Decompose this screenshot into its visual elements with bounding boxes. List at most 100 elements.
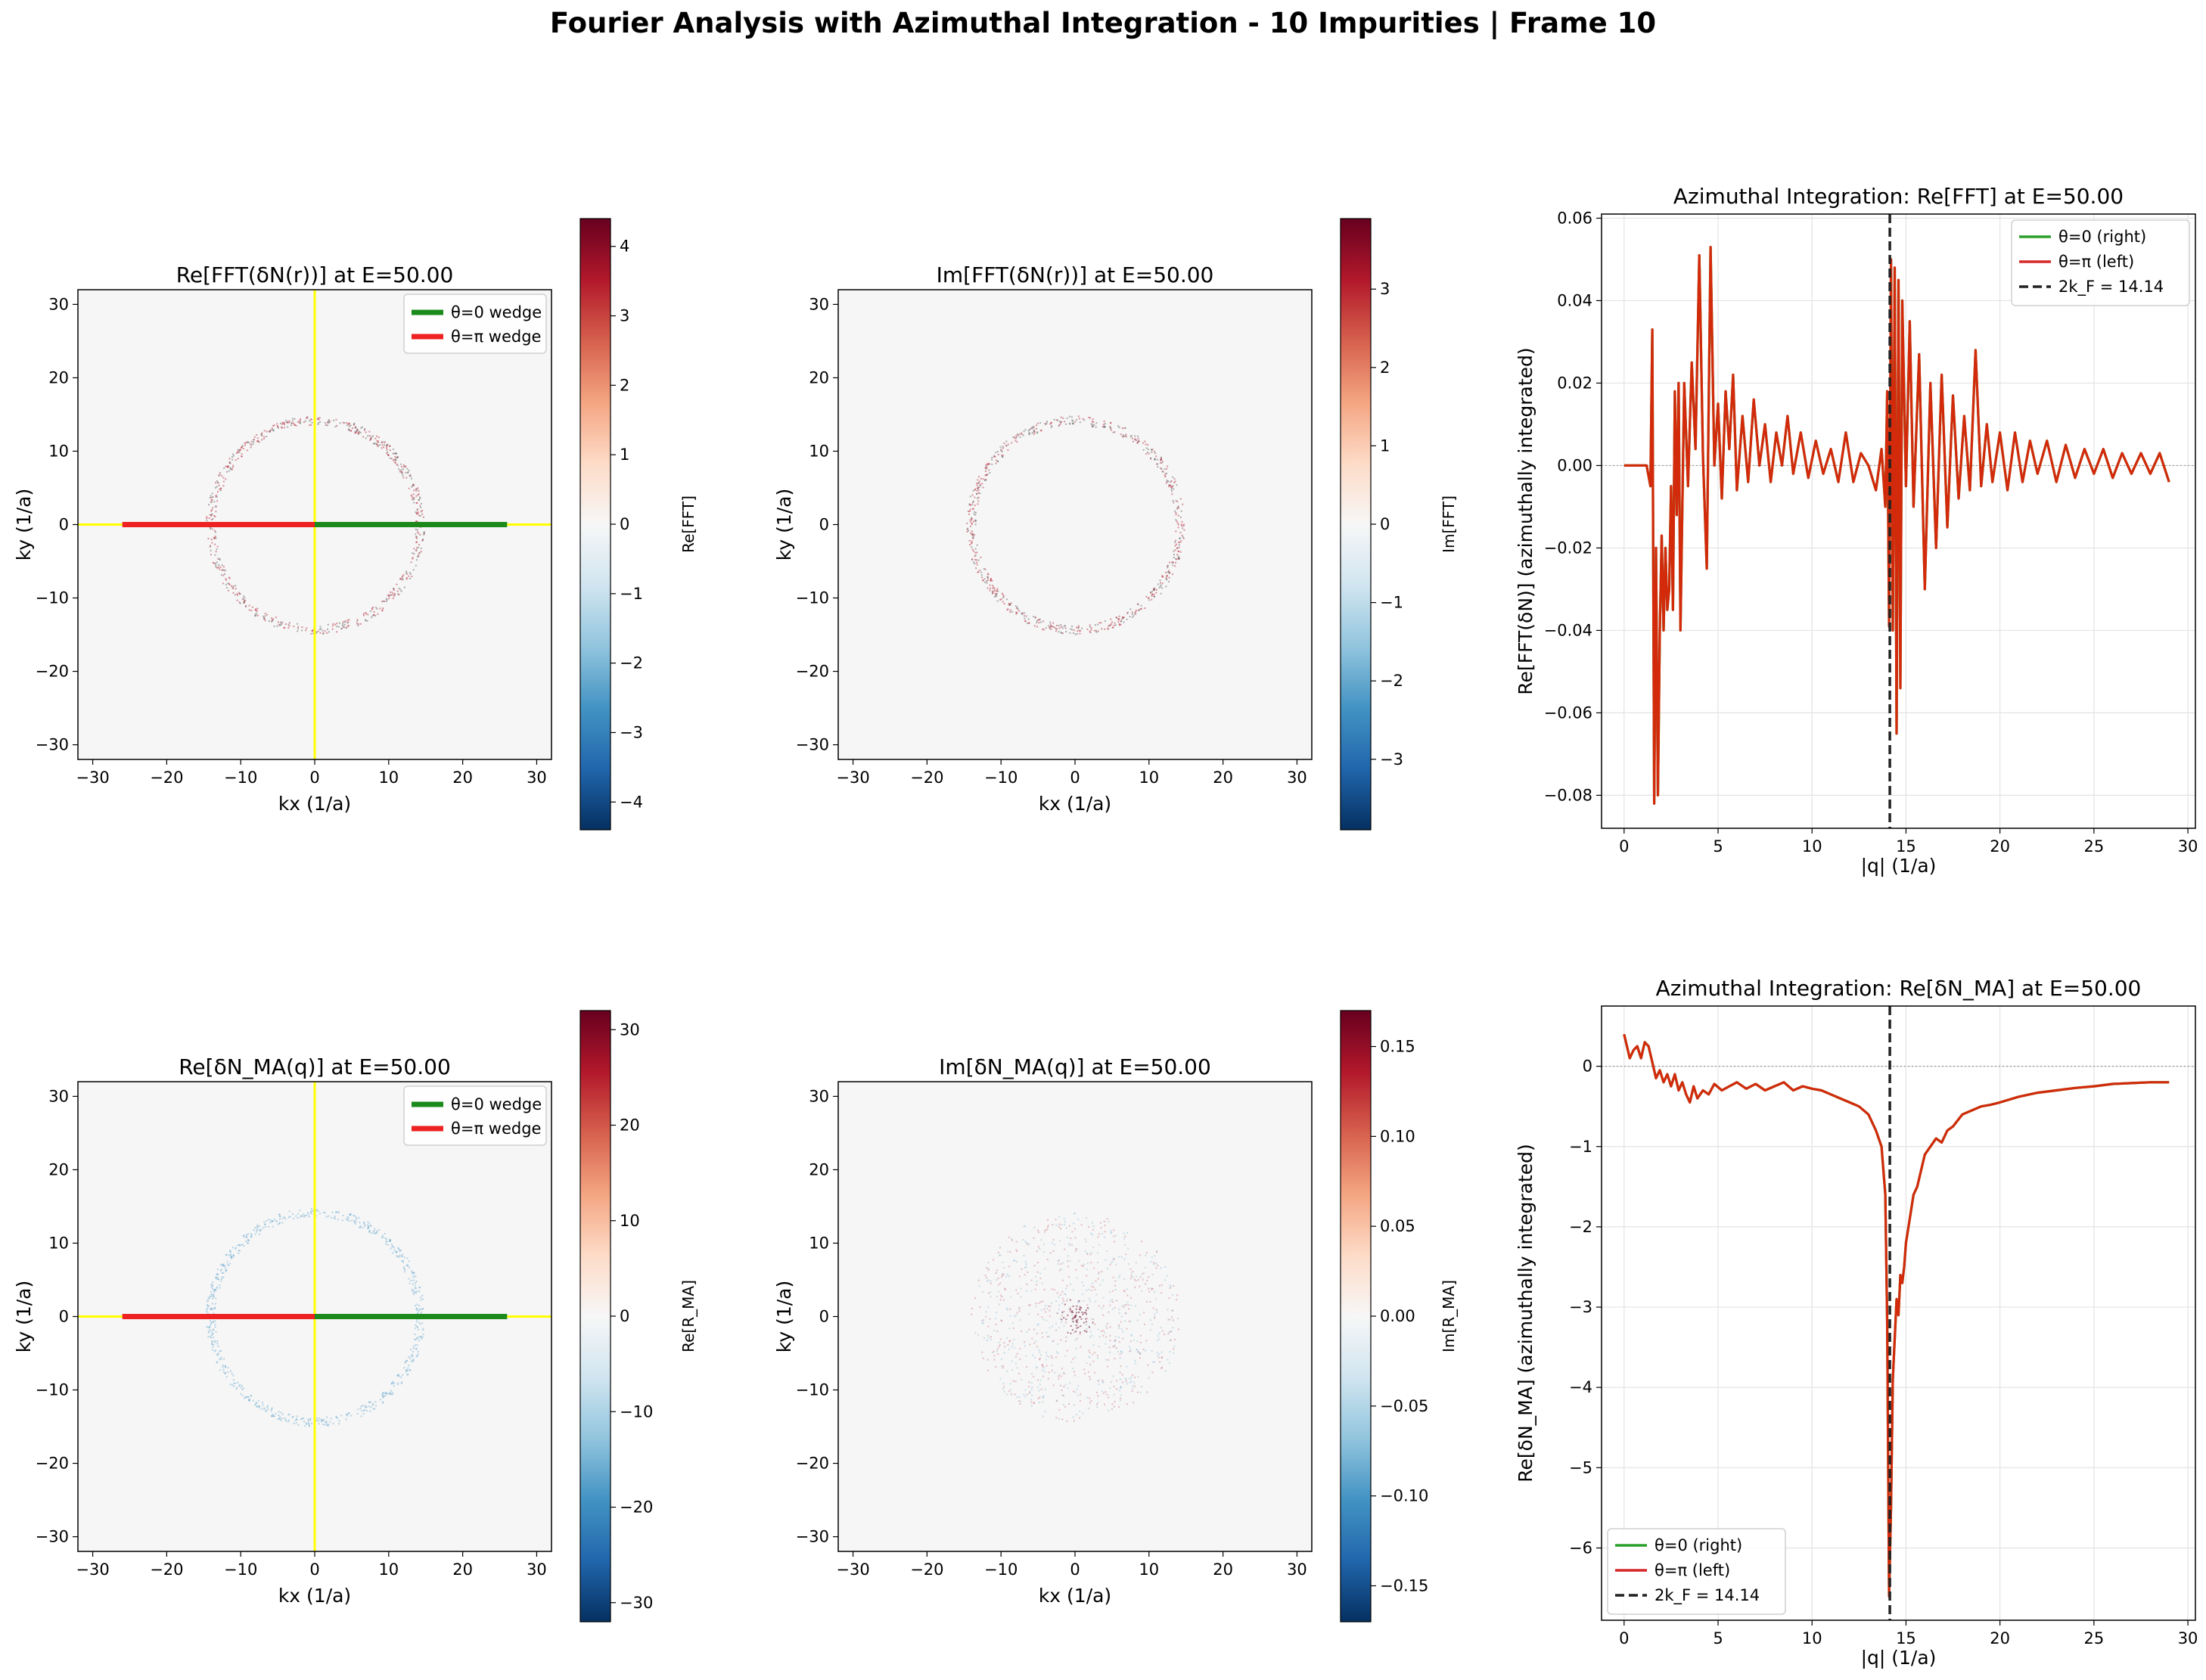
texture-dot [230, 1256, 232, 1258]
texture-dot [1145, 1340, 1148, 1342]
texture-dot [401, 470, 403, 473]
texture-dot [317, 1210, 319, 1213]
texture-dot [1175, 539, 1177, 542]
texture-dot [365, 613, 368, 615]
texture-dot [1129, 1340, 1132, 1343]
center-dot [1075, 1312, 1077, 1314]
texture-dot [1145, 1349, 1147, 1352]
texture-dot [415, 1307, 418, 1309]
texture-dot [1158, 586, 1160, 588]
texture-dot [386, 1393, 388, 1395]
texture-dot [356, 1413, 359, 1415]
texture-dot [1120, 1328, 1123, 1331]
texture-dot [247, 1233, 250, 1235]
texture-dot [1058, 1408, 1061, 1411]
texture-dot [996, 593, 998, 595]
texture-dot [225, 1376, 228, 1378]
texture-dot [1160, 458, 1162, 460]
texture-dot [1026, 1290, 1028, 1292]
texture-dot [1157, 1356, 1160, 1359]
texture-dot [237, 1244, 239, 1247]
texture-dot [1080, 1224, 1083, 1226]
texture-dot [351, 1219, 353, 1222]
texture-dot [1097, 1236, 1099, 1238]
texture-dot [1092, 421, 1095, 424]
texture-dot [418, 489, 420, 492]
texture-dot [1137, 440, 1139, 443]
texture-dot [228, 1254, 230, 1256]
texture-dot [220, 574, 222, 576]
texture-dot [225, 470, 228, 473]
texture-dot [1174, 480, 1176, 483]
texture-dot [1123, 1306, 1125, 1309]
texture-dot [365, 437, 367, 439]
texture-dot [367, 1227, 369, 1229]
texture-dot [263, 615, 265, 617]
texture-dot [206, 1310, 208, 1312]
texture-dot [1097, 1328, 1099, 1331]
texture-dot [1123, 1237, 1126, 1240]
texture-dot [269, 430, 271, 433]
texture-dot [407, 1265, 409, 1267]
texture-dot [974, 514, 977, 516]
texture-dot [1126, 1301, 1129, 1303]
center-dot [1072, 1318, 1074, 1320]
texture-dot [1050, 1302, 1052, 1304]
texture-dot [1055, 627, 1057, 629]
texture-dot [291, 422, 294, 424]
texture-dot [1019, 1319, 1021, 1321]
texture-dot [329, 1421, 331, 1423]
texture-dot [1041, 1364, 1043, 1366]
texture-dot [417, 511, 419, 514]
texture-dot [254, 615, 256, 617]
fermi-ring [206, 416, 425, 635]
texture-dot [1002, 1273, 1004, 1275]
texture-dot [1050, 1355, 1052, 1357]
texture-dot [1007, 1343, 1009, 1346]
texture-dot [241, 446, 243, 449]
texture-dot [1114, 1358, 1116, 1360]
texture-dot [1069, 632, 1071, 634]
texture-dot [1149, 1329, 1151, 1331]
texture-dot [415, 512, 418, 514]
texture-dot [1098, 1305, 1100, 1307]
y-tick-label: −0.02 [1544, 539, 1592, 557]
texture-dot [335, 1415, 337, 1418]
texture-dot [1161, 575, 1164, 577]
texture-dot [301, 1418, 303, 1420]
texture-dot [286, 421, 288, 423]
texture-dot [232, 592, 235, 594]
texture-dot [336, 626, 338, 628]
center-dot [1085, 1312, 1087, 1314]
texture-dot [1043, 1308, 1046, 1310]
texture-dot [248, 1399, 250, 1402]
texture-dot [1098, 622, 1101, 624]
texture-dot [1086, 1253, 1089, 1256]
texture-dot [217, 482, 219, 484]
series-thetapi-line [1623, 246, 2170, 805]
texture-dot [386, 444, 388, 446]
texture-dot [996, 593, 998, 595]
texture-dot [412, 1290, 414, 1292]
texture-dot [397, 1374, 399, 1376]
texture-dot [1167, 565, 1169, 567]
texture-dot [402, 1374, 404, 1376]
texture-dot [1160, 1356, 1163, 1359]
texture-dot [976, 483, 978, 485]
texture-dot [1024, 620, 1027, 623]
texture-dot [1120, 1365, 1122, 1368]
texture-dot [1116, 1380, 1118, 1382]
texture-dot [255, 608, 257, 610]
texture-dot [272, 1225, 274, 1228]
texture-dot [1065, 631, 1067, 633]
texture-dot [1018, 1310, 1021, 1312]
texture-dot [1073, 1374, 1076, 1377]
texture-dot [230, 468, 232, 470]
texture-dot [255, 614, 257, 616]
texture-dot [1117, 618, 1119, 620]
texture-dot [1003, 1266, 1005, 1269]
texture-dot [1136, 1349, 1138, 1351]
texture-dot [1179, 542, 1181, 544]
center-dot [1073, 1317, 1075, 1319]
texture-dot [1114, 1401, 1116, 1403]
